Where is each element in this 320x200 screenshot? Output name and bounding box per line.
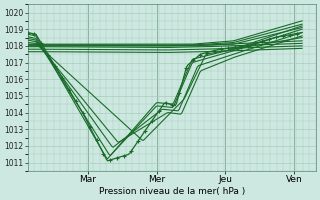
X-axis label: Pression niveau de la mer( hPa ): Pression niveau de la mer( hPa )	[99, 187, 245, 196]
